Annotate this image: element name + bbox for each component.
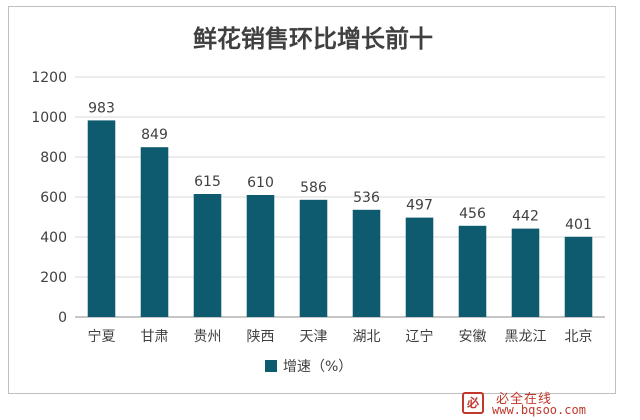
- bar: [458, 225, 487, 317]
- y-tick-label: 1000: [31, 110, 67, 126]
- x-tick-label: 天津: [300, 329, 328, 345]
- x-tick-label: 甘肃: [141, 329, 169, 345]
- data-label: 442: [512, 209, 539, 225]
- watermark: 必 必全在线 www.bqsoo.com: [462, 390, 632, 418]
- y-tick-label: 0: [58, 310, 67, 326]
- chart-title: 鲜花销售环比增长前十: [193, 25, 433, 53]
- legend-label: 增速（%）: [283, 359, 352, 375]
- data-label: 849: [141, 127, 168, 143]
- bar: [87, 120, 116, 318]
- chart-frame: 鲜花销售环比增长前十 0 200 400 600 800 1000 1200 983 宁夏 849…: [8, 6, 616, 394]
- data-label: 615: [194, 174, 221, 190]
- bar: [193, 194, 222, 317]
- watermark-url: www.bqsoo.com: [492, 403, 586, 417]
- data-label: 983: [88, 100, 115, 116]
- x-tick-label: 湖北: [353, 329, 381, 345]
- y-tick-label: 400: [40, 230, 67, 246]
- x-tick-label: 陕西: [247, 329, 275, 345]
- data-label: 610: [247, 175, 274, 191]
- bar: [564, 236, 593, 317]
- y-tick-label: 800: [40, 150, 67, 166]
- bar: [246, 195, 275, 317]
- data-label: 536: [353, 190, 380, 206]
- bar-chart: 鲜花销售环比增长前十 0 200 400 600 800 1000 1200 983 宁夏 849…: [31, 25, 605, 375]
- data-label: 401: [565, 217, 592, 233]
- x-tick-label: 安徽: [459, 329, 487, 345]
- data-label: 456: [459, 206, 486, 222]
- y-tick-label: 200: [40, 270, 67, 286]
- data-label: 497: [406, 198, 433, 214]
- watermark-logo: 必: [462, 392, 484, 414]
- data-label: 586: [300, 180, 327, 196]
- bar: [140, 147, 169, 317]
- bar: [352, 209, 381, 317]
- x-tick-label: 辽宁: [406, 328, 434, 345]
- bar: [405, 217, 434, 317]
- bar: [511, 228, 540, 317]
- x-tick-label: 贵州: [194, 329, 222, 345]
- x-tick-label: 宁夏: [88, 328, 116, 345]
- bar: [299, 199, 328, 317]
- x-tick-label: 北京: [565, 329, 593, 345]
- x-tick-label: 黑龙江: [505, 329, 547, 345]
- legend-swatch: [265, 360, 277, 372]
- watermark-name: 必全在线: [496, 392, 553, 407]
- y-tick-label: 1200: [31, 70, 67, 86]
- y-tick-label: 600: [40, 190, 67, 206]
